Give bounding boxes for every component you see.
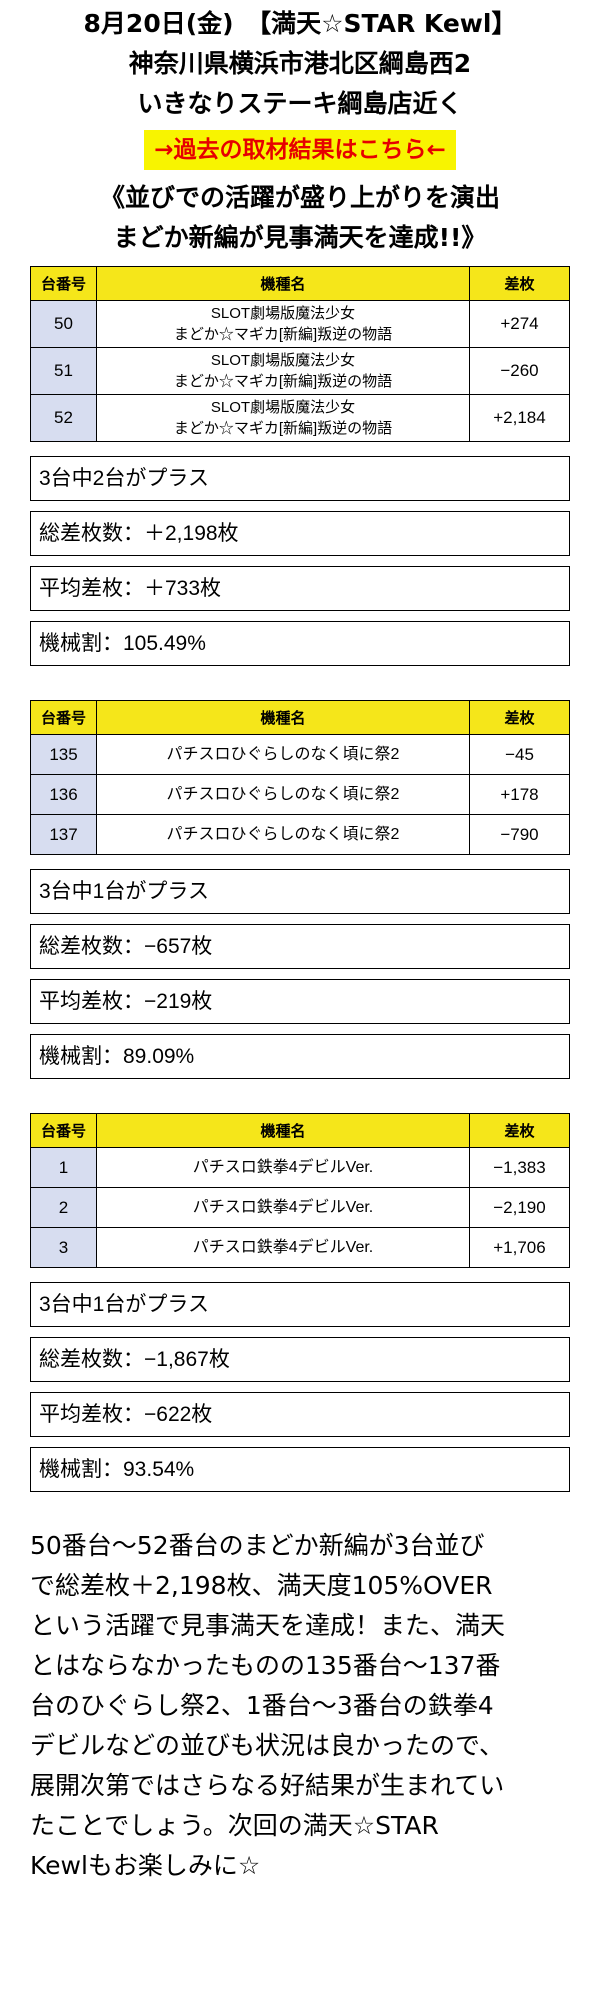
row-machine-name: SLOT劇場版魔法少女 まどか☆マギカ[新編]叛逆の物語 — [96, 300, 470, 348]
average-diff: 平均差枚：−219枚 — [30, 979, 570, 1024]
machine-name-line-2: まどか☆マギカ[新編]叛逆の物語 — [173, 420, 393, 437]
row-diff: +274 — [469, 300, 570, 348]
header-num: 台番号 — [30, 1113, 97, 1148]
header-num: 台番号 — [30, 266, 97, 301]
average-diff: 平均差枚：−622枚 — [30, 1392, 570, 1437]
summary-paragraph: 50番台〜52番台のまどか新編が3台並び で総差枚＋2,198枚、満天度105%… — [30, 1526, 570, 1886]
summary-line: Kewlもお楽しみに☆ — [30, 1851, 261, 1880]
header-diff: 差枚 — [469, 1113, 570, 1148]
header-name: 機種名 — [96, 700, 470, 735]
header-num: 台番号 — [30, 700, 97, 735]
machine-group-tekken: 台番号 機種名 差枚 1 パチスロ鉄拳4デビルVer. −1,383 2 パチス… — [30, 1113, 570, 1492]
summary-line: とはならなかったものの135番台〜137番 — [30, 1651, 501, 1680]
total-diff: 総差枚数：−1,867枚 — [30, 1337, 570, 1382]
table-row: 2 パチスロ鉄拳4デビルVer. −2,190 — [30, 1187, 570, 1228]
past-results-link[interactable]: →過去の取材結果はこちら← — [144, 130, 456, 170]
table-row: 137 パチスロひぐらしのなく頃に祭2 −790 — [30, 814, 570, 855]
row-machine-name: パチスロ鉄拳4デビルVer. — [96, 1147, 470, 1188]
headline: 《並びでの活躍が盛り上がりを演出 まどか新編が見事満天を達成!!》 — [0, 178, 600, 258]
plus-count: 3台中2台がプラス — [30, 456, 570, 501]
results-table: 台番号 機種名 差枚 50 SLOT劇場版魔法少女 まどか☆マギカ[新編]叛逆の… — [30, 266, 570, 442]
summary-line: たことでしょう。次回の満天☆STAR — [30, 1811, 439, 1840]
row-machine-name: パチスロひぐらしのなく頃に祭2 — [96, 734, 470, 775]
header-name: 機種名 — [96, 1113, 470, 1148]
row-num: 136 — [30, 774, 97, 815]
table-row: 51 SLOT劇場版魔法少女 まどか☆マギカ[新編]叛逆の物語 −260 — [30, 347, 570, 395]
table-header-row: 台番号 機種名 差枚 — [30, 1113, 570, 1148]
row-diff: −45 — [469, 734, 570, 775]
table-row: 50 SLOT劇場版魔法少女 まどか☆マギカ[新編]叛逆の物語 +274 — [30, 300, 570, 348]
row-num: 135 — [30, 734, 97, 775]
row-num: 52 — [30, 394, 97, 442]
row-machine-name: パチスロひぐらしのなく頃に祭2 — [96, 774, 470, 815]
summary-line: デビルなどの並びも状況は良かったので、 — [30, 1731, 505, 1760]
machine-name-line-2: まどか☆マギカ[新編]叛逆の物語 — [173, 373, 393, 390]
table-row: 52 SLOT劇場版魔法少女 まどか☆マギカ[新編]叛逆の物語 +2,184 — [30, 394, 570, 442]
summary-line: 展開次第ではさらなる好結果が生まれてい — [30, 1771, 505, 1800]
machine-group-madoka: 台番号 機種名 差枚 50 SLOT劇場版魔法少女 まどか☆マギカ[新編]叛逆の… — [30, 266, 570, 666]
total-diff: 総差枚数：＋2,198枚 — [30, 511, 570, 556]
results-table: 台番号 機種名 差枚 1 パチスロ鉄拳4デビルVer. −1,383 2 パチス… — [30, 1113, 570, 1268]
row-num: 1 — [30, 1147, 97, 1188]
table-row: 136 パチスロひぐらしのなく頃に祭2 +178 — [30, 774, 570, 815]
row-diff: −2,190 — [469, 1187, 570, 1228]
row-machine-name: SLOT劇場版魔法少女 まどか☆マギカ[新編]叛逆の物語 — [96, 394, 470, 442]
payout-ratio: 機械割：93.54% — [30, 1447, 570, 1492]
row-machine-name: パチスロ鉄拳4デビルVer. — [96, 1187, 470, 1228]
machine-name-line-1: SLOT劇場版魔法少女 — [210, 399, 356, 416]
table-header-row: 台番号 機種名 差枚 — [30, 266, 570, 301]
row-diff: −790 — [469, 814, 570, 855]
row-machine-name: パチスロひぐらしのなく頃に祭2 — [96, 814, 470, 855]
summary-line: という活躍で見事満天を達成！また、満天 — [30, 1611, 506, 1640]
average-diff: 平均差枚：＋733枚 — [30, 566, 570, 611]
article-header: 8月20日(金) 【満天☆STAR Kewl】 神奈川県横浜市港北区綱島西2 い… — [0, 4, 600, 258]
total-diff: 総差枚数：−657枚 — [30, 924, 570, 969]
row-diff: +1,706 — [469, 1227, 570, 1268]
store-address: 神奈川県横浜市港北区綱島西2 — [128, 49, 472, 78]
payout-ratio: 機械割：89.09% — [30, 1034, 570, 1079]
summary-line: 台のひぐらし祭2、1番台〜3番台の鉄拳4 — [30, 1691, 494, 1720]
summary-line: で総差枚＋2,198枚、満天度105%OVER — [30, 1571, 493, 1600]
machine-name-line-2: まどか☆マギカ[新編]叛逆の物語 — [173, 326, 393, 343]
header-diff: 差枚 — [469, 700, 570, 735]
row-machine-name: パチスロ鉄拳4デビルVer. — [96, 1227, 470, 1268]
row-num: 3 — [30, 1227, 97, 1268]
headline-line-1: 《並びでの活躍が盛り上がりを演出 — [99, 183, 500, 212]
payout-ratio: 機械割：105.49% — [30, 621, 570, 666]
row-num: 51 — [30, 347, 97, 395]
results-table: 台番号 機種名 差枚 135 パチスロひぐらしのなく頃に祭2 −45 136 パ… — [30, 700, 570, 855]
machine-name-line-1: SLOT劇場版魔法少女 — [210, 305, 356, 322]
table-row: 1 パチスロ鉄拳4デビルVer. −1,383 — [30, 1147, 570, 1188]
table-header-row: 台番号 機種名 差枚 — [30, 700, 570, 735]
row-diff: −260 — [469, 347, 570, 395]
store-landmark: いきなりステーキ綱島店近く — [137, 89, 463, 118]
row-diff: +178 — [469, 774, 570, 815]
row-num: 2 — [30, 1187, 97, 1228]
plus-count: 3台中1台がプラス — [30, 1282, 570, 1327]
date-store-title: 8月20日(金) 【満天☆STAR Kewl】 — [83, 9, 517, 38]
table-row: 3 パチスロ鉄拳4デビルVer. +1,706 — [30, 1227, 570, 1268]
header-name: 機種名 — [96, 266, 470, 301]
headline-line-2: まどか新編が見事満天を達成!!》 — [113, 223, 487, 252]
machine-group-higurashi: 台番号 機種名 差枚 135 パチスロひぐらしのなく頃に祭2 −45 136 パ… — [30, 700, 570, 1079]
row-num: 50 — [30, 300, 97, 348]
row-num: 137 — [30, 814, 97, 855]
table-row: 135 パチスロひぐらしのなく頃に祭2 −45 — [30, 734, 570, 775]
row-diff: −1,383 — [469, 1147, 570, 1188]
machine-name-line-1: SLOT劇場版魔法少女 — [210, 352, 356, 369]
summary-line: 50番台〜52番台のまどか新編が3台並び — [30, 1531, 485, 1560]
row-diff: +2,184 — [469, 394, 570, 442]
header-diff: 差枚 — [469, 266, 570, 301]
plus-count: 3台中1台がプラス — [30, 869, 570, 914]
row-machine-name: SLOT劇場版魔法少女 まどか☆マギカ[新編]叛逆の物語 — [96, 347, 470, 395]
